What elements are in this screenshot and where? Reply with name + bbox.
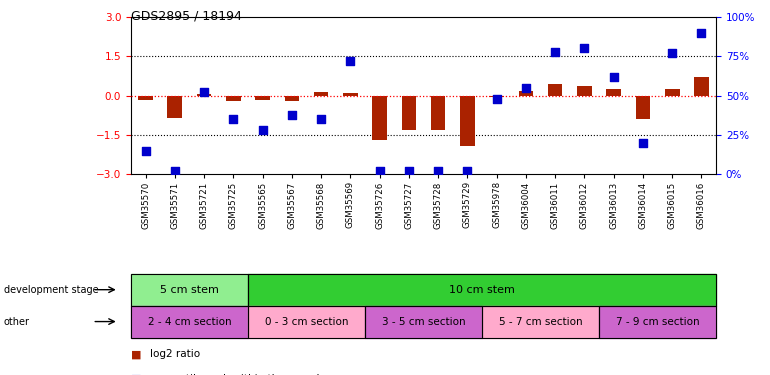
Text: GDS2895 / 18194: GDS2895 / 18194 xyxy=(131,9,242,22)
Text: development stage: development stage xyxy=(4,285,99,295)
Point xyxy=(198,90,210,96)
Text: 5 cm stem: 5 cm stem xyxy=(160,285,219,295)
Bar xyxy=(226,96,240,101)
Point xyxy=(490,96,503,102)
Bar xyxy=(636,96,650,119)
Point xyxy=(403,168,415,174)
Bar xyxy=(197,94,211,96)
Bar xyxy=(343,93,357,96)
Point xyxy=(315,116,327,122)
Text: percentile rank within the sample: percentile rank within the sample xyxy=(150,374,326,375)
Point xyxy=(139,148,152,154)
Bar xyxy=(607,89,621,96)
Bar xyxy=(490,96,504,97)
Bar xyxy=(665,89,679,96)
Point xyxy=(549,48,561,54)
Text: ■: ■ xyxy=(131,350,142,359)
Point xyxy=(344,58,357,64)
Point xyxy=(695,30,708,36)
Bar xyxy=(372,96,387,140)
Text: 5 - 7 cm section: 5 - 7 cm section xyxy=(499,316,582,327)
Bar xyxy=(168,96,182,118)
Bar xyxy=(314,92,328,96)
Point xyxy=(373,168,386,174)
Point xyxy=(578,45,591,51)
Point xyxy=(520,85,532,91)
Bar xyxy=(548,84,562,96)
Point xyxy=(432,168,444,174)
Text: other: other xyxy=(4,316,30,327)
Text: log2 ratio: log2 ratio xyxy=(150,350,200,359)
Bar xyxy=(402,96,416,130)
Point xyxy=(461,168,474,174)
Bar xyxy=(139,96,152,100)
Point xyxy=(256,127,269,133)
Bar xyxy=(285,96,299,101)
Text: 2 - 4 cm section: 2 - 4 cm section xyxy=(148,316,231,327)
Bar xyxy=(430,96,445,130)
Point xyxy=(227,116,239,122)
Bar xyxy=(695,77,708,96)
Bar xyxy=(460,96,474,146)
Point xyxy=(169,168,181,174)
Text: 10 cm stem: 10 cm stem xyxy=(449,285,515,295)
Text: 0 - 3 cm section: 0 - 3 cm section xyxy=(265,316,348,327)
Point xyxy=(608,74,620,80)
Bar xyxy=(519,91,533,96)
Point xyxy=(286,111,298,117)
Bar xyxy=(256,96,270,100)
Bar xyxy=(578,87,591,96)
Text: 3 - 5 cm section: 3 - 5 cm section xyxy=(382,316,465,327)
Text: ■: ■ xyxy=(131,374,142,375)
Point xyxy=(637,140,649,146)
Point xyxy=(666,50,678,56)
Text: 7 - 9 cm section: 7 - 9 cm section xyxy=(616,316,699,327)
